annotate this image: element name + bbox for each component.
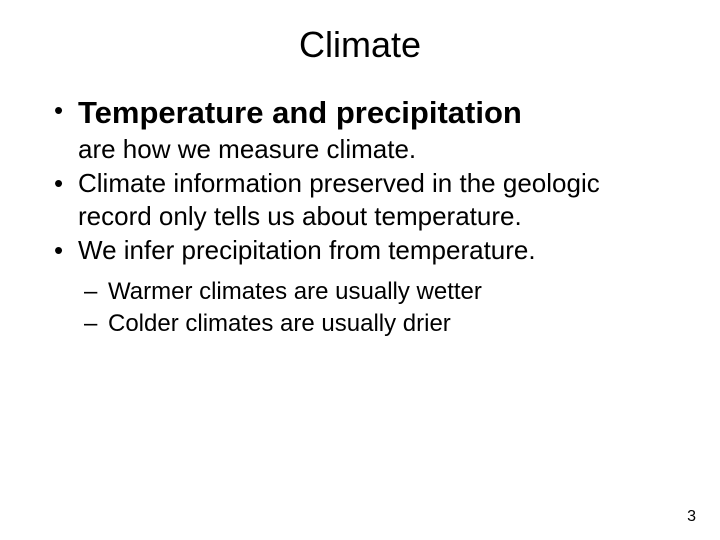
sub-bullet-1-text: Warmer climates are usually wetter xyxy=(108,278,482,305)
slide-content: Temperature and precipitation are how we… xyxy=(40,94,680,339)
bullet-item-3: We infer precipitation from temperature.… xyxy=(48,234,680,339)
sub-bullet-2: Colder climates are usually drier xyxy=(78,309,680,339)
bullet-1-rest: are how we measure climate. xyxy=(78,134,416,164)
slide-container: Climate Temperature and precipitation ar… xyxy=(0,0,720,540)
bullet-1-lead: Temperature and precipitation xyxy=(78,95,522,130)
bullet-item-2: Climate information preserved in the geo… xyxy=(48,167,680,232)
page-number: 3 xyxy=(687,508,696,526)
bullet-2-text: Climate information preserved in the geo… xyxy=(78,168,600,231)
sub-bullet-1: Warmer climates are usually wetter xyxy=(78,277,680,307)
bullet-item-1: Temperature and precipitation are how we… xyxy=(48,94,680,165)
sub-bullet-list: Warmer climates are usually wetter Colde… xyxy=(78,277,680,339)
bullet-3-text: We infer precipitation from temperature. xyxy=(78,235,536,265)
sub-bullet-2-text: Colder climates are usually drier xyxy=(108,310,451,337)
slide-title: Climate xyxy=(40,24,680,66)
bullet-list: Temperature and precipitation are how we… xyxy=(48,94,680,339)
